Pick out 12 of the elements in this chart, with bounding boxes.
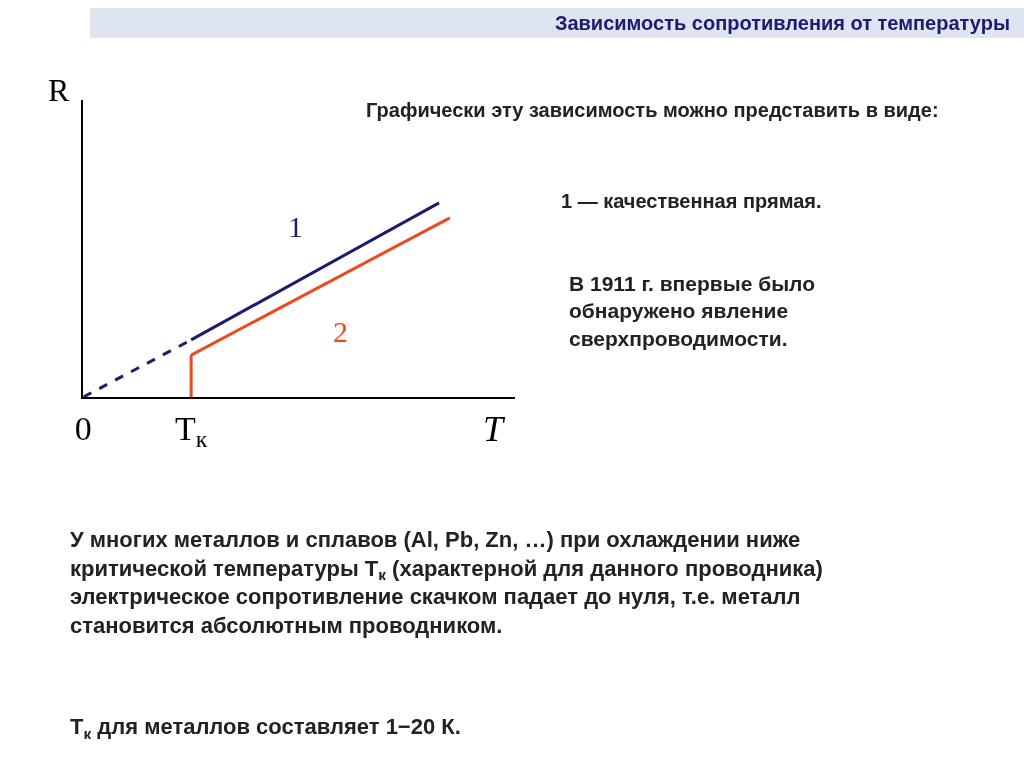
x-tick-label: 0 bbox=[74, 409, 92, 447]
series-label: 1 bbox=[288, 210, 303, 243]
text: 1 — качественная прямая. bbox=[561, 190, 822, 212]
text: У многих металлов и сплавов (Al, Pb, Zn, …) при охлаждении ниже критической температуры T$_{к}$ (характерной для данного проводника) электрическое сопротивление скачком падает до нуля, т.е. металл становится абсолютным проводником. bbox=[70, 527, 823, 638]
text: T$_{к}$ для металлов составляет 1−20 К. bbox=[70, 714, 461, 742]
x-axis-title: T bbox=[483, 409, 506, 449]
text: Зависимость сопротивления от температуры bbox=[554, 12, 1010, 34]
series-label: 2 bbox=[333, 315, 348, 348]
text: В 1911 г. впервые было обнаружено явление сверхпроводимости. bbox=[569, 272, 815, 350]
x-tick-label: T$_{к}$ bbox=[174, 409, 208, 452]
text: Графически эту зависимость можно представить в виде: bbox=[366, 99, 939, 121]
y-axis-title: R bbox=[48, 72, 70, 108]
